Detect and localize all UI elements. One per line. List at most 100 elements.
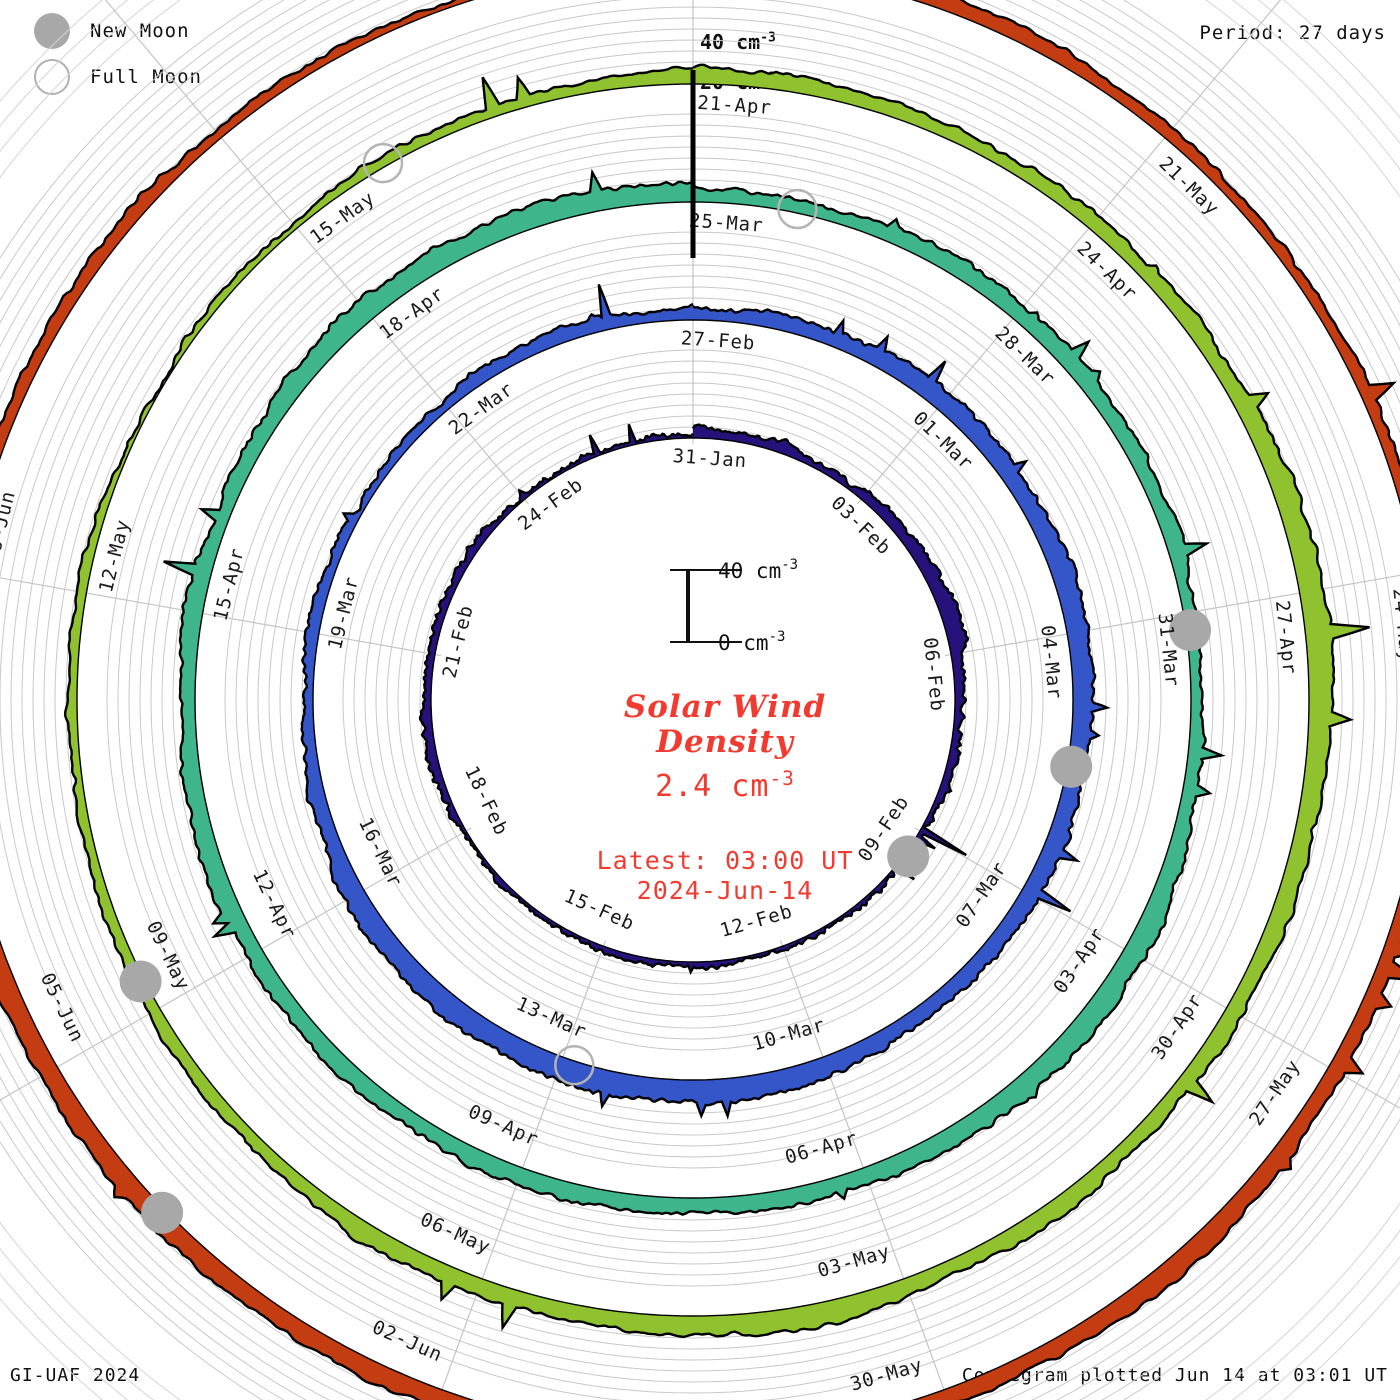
radial-spoke: [437, 940, 607, 1400]
ring-date-label: 15-Feb: [561, 885, 638, 935]
ring-date-label: 13-Mar: [513, 993, 590, 1043]
ring-date-label: 27-Feb: [680, 327, 756, 354]
density-outline-ring-2: [163, 168, 1226, 1216]
gridline-arc: [117, 124, 1269, 1276]
gridline-arc: [43, 50, 1343, 1350]
ring-date-label: 06-May: [417, 1208, 494, 1258]
center-scale-bottom-label: 0 cm-3: [718, 629, 785, 655]
full-moon-marker: [362, 142, 404, 184]
gridline-arc: [353, 360, 1033, 1040]
gridline-arc: [268, 275, 1118, 1125]
ring-date-label: 30-May: [848, 1354, 926, 1396]
ring-date-label: 09-Apr: [465, 1100, 542, 1150]
gridline-arc: [128, 135, 1258, 1265]
ring-date-label: 27-Apr: [1271, 599, 1301, 676]
full-moon-marker: [554, 1044, 595, 1086]
ring-date-label: 24-May: [1388, 587, 1400, 664]
center-scale-bar: [670, 569, 742, 643]
gridline-arc: [106, 113, 1280, 1287]
new-moon-marker: [887, 835, 930, 878]
gridline-arc: [235, 242, 1151, 1158]
legend-label-full-moon: Full Moon: [90, 66, 202, 88]
radial-spoke: [945, 574, 1400, 657]
baseline-ring-0: [430, 437, 956, 963]
density-fill-ring-3: [65, 64, 1370, 1337]
new-moon-marker: [141, 1191, 184, 1234]
gridline-arc: [21, 28, 1365, 1372]
gridline-arc: [10, 17, 1376, 1383]
ring-date-label: 25-Mar: [688, 210, 764, 237]
new-moon-marker: [1050, 745, 1093, 788]
full-moon-marker: [777, 188, 818, 230]
gridline-arc: [172, 179, 1214, 1221]
radial-spoke: [779, 940, 949, 1400]
new-moon-icon: [34, 13, 70, 49]
gridline-arc: [0, 6, 1387, 1394]
gridline-arc: [279, 286, 1107, 1114]
moon-phase-markers: [119, 142, 1212, 1234]
gridline-arc: [386, 393, 1000, 1007]
gridline-arc: [32, 39, 1354, 1361]
ring-date-label: 05-Jun: [36, 969, 88, 1046]
gridline-arc: [224, 231, 1162, 1169]
ring-date-label: 06-Apr: [783, 1127, 861, 1169]
baseline-ring-3: [76, 83, 1310, 1317]
gridline-arc: [150, 157, 1236, 1243]
gridline-arc: [397, 404, 989, 996]
radial-spoke: [104, 0, 529, 505]
latest-readout: Latest: 03:00 UT 2024-Jun-14: [560, 846, 890, 906]
ring-date-label: 06-Feb: [919, 636, 949, 713]
plotted-timestamp: Condegram plotted Jun 14 at 03:01 UT: [961, 1365, 1388, 1386]
radial-spoke: [914, 827, 1400, 1109]
density-outline-ring-0: [418, 423, 970, 975]
radial-spoke: [0, 577, 441, 657]
ring-date-label: 12-Apr: [248, 866, 300, 943]
full-moon-icon: [34, 59, 70, 95]
ring-date-label: 10-Mar: [750, 1014, 828, 1056]
legend-item-full-moon: Full Moon: [22, 54, 202, 100]
chart-title: Solar Wind Density: [623, 689, 827, 760]
ring-date-label: 02-Jun: [369, 1316, 446, 1366]
baseline-ring-1: [312, 319, 1074, 1081]
ring-date-label: 03-May: [815, 1240, 893, 1282]
gridline-arc: [54, 61, 1332, 1339]
period-label: Period: 27 days: [1199, 22, 1386, 44]
gridline-arc: [161, 168, 1225, 1232]
latest-date: 2024-Jun-14: [636, 876, 814, 906]
ring-date-label: 18-Feb: [460, 763, 512, 840]
center-scale-top-label: 40 cm-3: [718, 557, 798, 583]
ring-date-label: 21-Apr: [697, 92, 773, 119]
radial-spoke: [857, 0, 1282, 505]
ring-date-label: 24-Feb: [514, 473, 587, 535]
new-moon-marker: [1169, 609, 1212, 652]
gridline-arc: [408, 415, 978, 985]
ring-date-label: 08-Jun: [0, 488, 20, 566]
latest-time: Latest: 03:00 UT: [596, 846, 854, 876]
ring-date-label: 31-Jan: [672, 445, 748, 472]
new-moon-marker: [119, 960, 162, 1003]
ring-date-label: 03-Feb: [827, 492, 896, 560]
gridline-arc: [139, 146, 1247, 1254]
density-outline-ring-1: [300, 283, 1111, 1120]
density-outline-ring-3: [63, 63, 1370, 1339]
center-readout: Solar Wind Density 2.4 cm-3 Latest: 03:0…: [560, 690, 890, 906]
ring-date-label: 21-May: [1154, 153, 1223, 221]
gridline-arc: [364, 371, 1022, 1029]
current-value: 2.4 cm-3: [655, 767, 795, 805]
ring-date-label: 16-Mar: [354, 814, 406, 891]
gridline-arc: [375, 382, 1011, 1018]
